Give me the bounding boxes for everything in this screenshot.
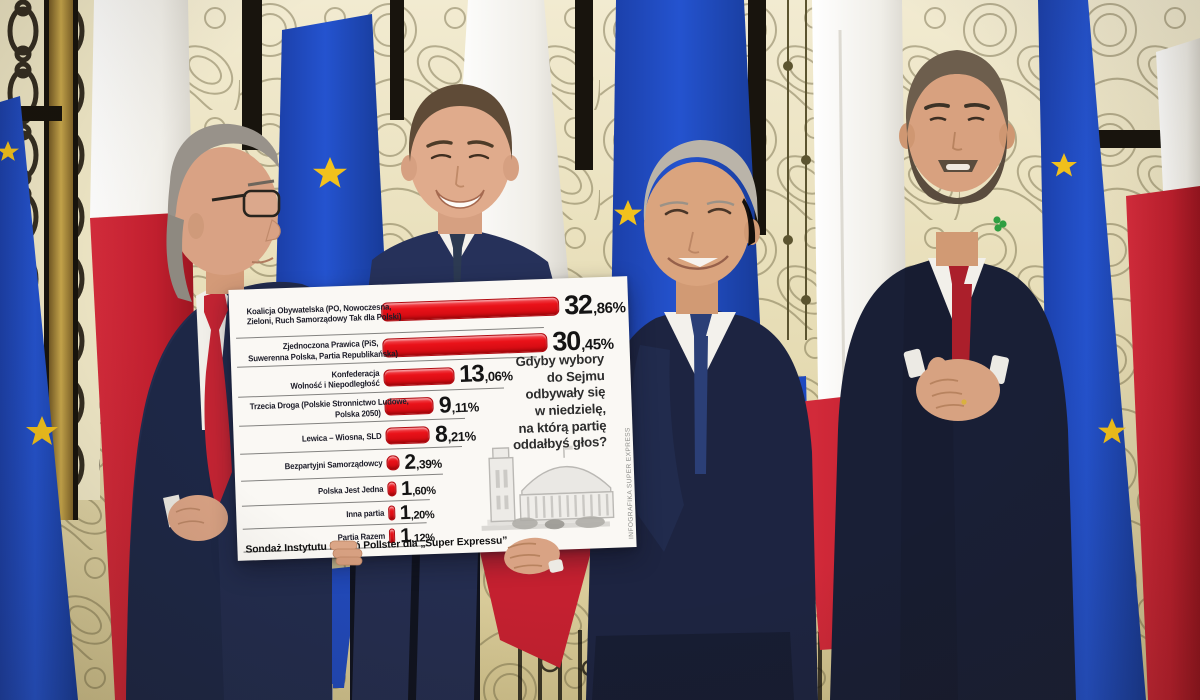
glasses — [211, 189, 281, 218]
result-bar — [386, 455, 400, 471]
result-bar — [383, 366, 455, 387]
person-tusk — [586, 140, 818, 700]
holownia-trousers — [350, 550, 480, 700]
result-bar — [387, 481, 397, 497]
flag-eu-left2 — [276, 14, 386, 292]
poll-question: Gdyby wybory do Sejmu odbywały się w niedzi… — [512, 350, 608, 453]
gold-ring — [961, 399, 967, 405]
result-value: 32,86% — [563, 288, 626, 320]
party-label: Koalicja Obywatelska (PO, Nowoczesna, Zie… — [246, 301, 402, 327]
party-label: Polska Jest Jedna — [317, 484, 384, 497]
kosiniak-hands — [903, 348, 1009, 421]
result-value: 1,20% — [399, 501, 435, 524]
poll-infographic-card: Koalicja Obywatelska (PO, Nowoczesna, Zie… — [228, 276, 637, 561]
green-clover-pin — [993, 216, 1007, 232]
flag-eu-far-left — [0, 96, 78, 700]
result-value: 1,60% — [400, 477, 436, 500]
party-label: Bezpartyjni Samorządowcy — [284, 458, 383, 472]
party-label: Inna partia — [346, 508, 385, 520]
result-bar — [380, 296, 560, 322]
person-kosiniak — [830, 50, 1076, 700]
result-bar — [385, 425, 431, 445]
party-label: Zjednoczona Prawica (PiS, Suwerenna Polsk… — [247, 338, 399, 363]
party-label: Trzecia Droga (Polskie Stronnictwo Ludow… — [249, 396, 409, 419]
result-bar — [388, 505, 396, 521]
person-czarzasty — [126, 123, 332, 700]
party-label: Lewica – Wiosna, SLD — [301, 430, 382, 444]
flag-poland-far-right — [1126, 38, 1200, 700]
party-label: Konfederacja Wolność i Niepodległość — [290, 367, 380, 391]
result-value: 9,11% — [438, 391, 480, 418]
result-value: 2,39% — [404, 450, 443, 474]
person-holownia — [368, 84, 556, 292]
sejm-building-illustration — [481, 445, 615, 531]
czarzasty-hand — [163, 494, 228, 541]
